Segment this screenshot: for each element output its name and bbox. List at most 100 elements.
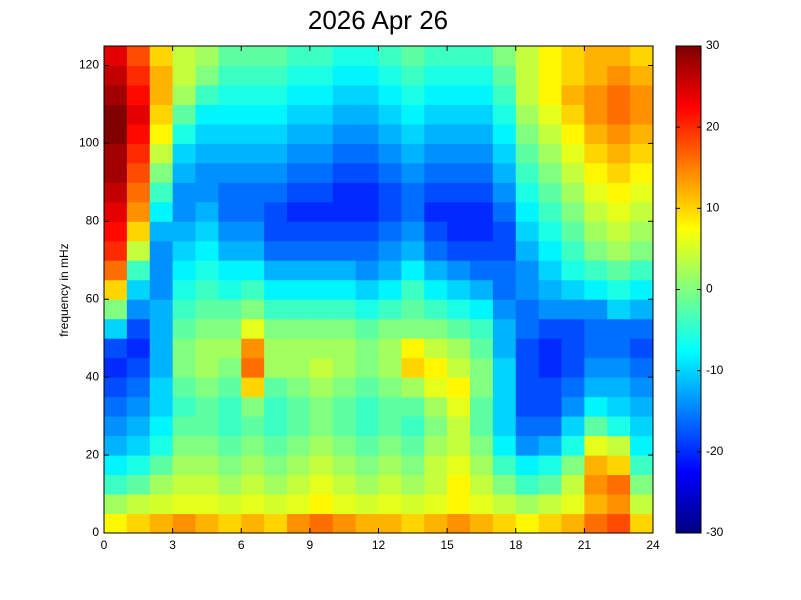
- heatmap-cell: [149, 260, 174, 281]
- heatmap-cell: [241, 182, 265, 203]
- heatmap-cell: [104, 494, 128, 515]
- heatmap-cell: [447, 104, 471, 125]
- heatmap-cell: [561, 494, 585, 515]
- heatmap-cell: [309, 416, 334, 437]
- heatmap-cell: [515, 240, 540, 261]
- heatmap-cell: [538, 416, 562, 437]
- heatmap-cell: [218, 396, 242, 417]
- heatmap-cell: [195, 240, 219, 261]
- heatmap-cell: [630, 513, 654, 534]
- heatmap-cell: [172, 46, 196, 66]
- heatmap-cell: [607, 474, 631, 495]
- heatmap-cell: [470, 260, 494, 281]
- heatmap-cell: [195, 318, 219, 339]
- heatmap-cell: [584, 221, 608, 242]
- heatmap-cell: [607, 513, 631, 534]
- heatmap-cell: [515, 221, 540, 242]
- heatmap-cell: [607, 123, 631, 144]
- heatmap-cell: [401, 396, 425, 417]
- heatmap-cell: [378, 377, 402, 398]
- heatmap-cell: [447, 338, 471, 359]
- heatmap-cell: [492, 65, 517, 86]
- heatmap-cell: [104, 84, 128, 105]
- heatmap-cell: [447, 377, 471, 398]
- heatmap-cell: [332, 65, 357, 86]
- heatmap-cell: [561, 240, 585, 261]
- heatmap-cell: [126, 46, 151, 66]
- heatmap-cell: [241, 123, 265, 144]
- heatmap-cell: [470, 182, 494, 203]
- heatmap-cell: [515, 46, 540, 66]
- heatmap-cell: [218, 299, 242, 320]
- heatmap-cell: [104, 396, 128, 417]
- heatmap-cell: [515, 377, 540, 398]
- heatmap-cell: [355, 143, 379, 164]
- heatmap-cell: [584, 143, 608, 164]
- heatmap-cell: [378, 435, 402, 456]
- heatmap-cell: [309, 455, 334, 476]
- heatmap-cell: [447, 455, 471, 476]
- heatmap-cell: [126, 221, 151, 242]
- heatmap-cell: [218, 357, 242, 378]
- heatmap-cell: [492, 260, 517, 281]
- heatmap-cell: [332, 299, 357, 320]
- heatmap-cell: [607, 221, 631, 242]
- heatmap-cell: [584, 396, 608, 417]
- heatmap-cell: [470, 396, 494, 417]
- x-tick-label: 18: [509, 538, 523, 552]
- heatmap-cell: [218, 455, 242, 476]
- colorbar-tick-label: -20: [706, 444, 724, 458]
- heatmap-cell: [630, 338, 654, 359]
- heatmap-cell: [195, 513, 219, 534]
- heatmap-cell: [607, 377, 631, 398]
- heatmap-cell: [355, 416, 379, 437]
- colorbar-tick-label: -30: [706, 525, 724, 539]
- heatmap-cell: [607, 260, 631, 281]
- heatmap-cell: [195, 162, 219, 183]
- heatmap-cell: [309, 162, 334, 183]
- heatmap-cell: [561, 46, 585, 66]
- heatmap-cell: [630, 240, 654, 261]
- heatmap-cell: [630, 65, 654, 86]
- heatmap-cells: [104, 46, 654, 534]
- heatmap-cell: [355, 435, 379, 456]
- heatmap-cell: [104, 46, 128, 66]
- heatmap-cell: [309, 299, 334, 320]
- heatmap-cell: [332, 46, 357, 66]
- heatmap-cell: [195, 279, 219, 300]
- heatmap-cell: [218, 338, 242, 359]
- heatmap-cell: [355, 162, 379, 183]
- heatmap-cell: [287, 143, 311, 164]
- heatmap-cell: [401, 162, 425, 183]
- heatmap-cell: [607, 201, 631, 222]
- heatmap-cell: [584, 123, 608, 144]
- heatmap-cell: [447, 143, 471, 164]
- heatmap-cell: [515, 474, 540, 495]
- heatmap-cell: [607, 357, 631, 378]
- heatmap-cell: [584, 162, 608, 183]
- heatmap-cell: [172, 396, 196, 417]
- heatmap-cell: [378, 104, 402, 125]
- heatmap-cell: [470, 299, 494, 320]
- heatmap-cell: [424, 240, 448, 261]
- heatmap-cell: [470, 240, 494, 261]
- heatmap-cell: [538, 65, 562, 86]
- heatmap-cell: [630, 416, 654, 437]
- heatmap-cell: [355, 513, 379, 534]
- heatmap-cell: [470, 46, 494, 66]
- heatmap-cell: [264, 377, 288, 398]
- heatmap-cell: [630, 201, 654, 222]
- heatmap-cell: [355, 357, 379, 378]
- heatmap-cell: [492, 513, 517, 534]
- heatmap-cell: [287, 240, 311, 261]
- heatmap-cell: [378, 143, 402, 164]
- heatmap-cell: [195, 143, 219, 164]
- chart-title: 2026 Apr 26: [308, 5, 448, 35]
- heatmap-cell: [401, 416, 425, 437]
- heatmap-cell: [630, 455, 654, 476]
- x-tick-label: 0: [101, 538, 108, 552]
- heatmap-cell: [492, 377, 517, 398]
- heatmap-cell: [607, 162, 631, 183]
- heatmap-cell: [584, 416, 608, 437]
- heatmap-cell: [287, 260, 311, 281]
